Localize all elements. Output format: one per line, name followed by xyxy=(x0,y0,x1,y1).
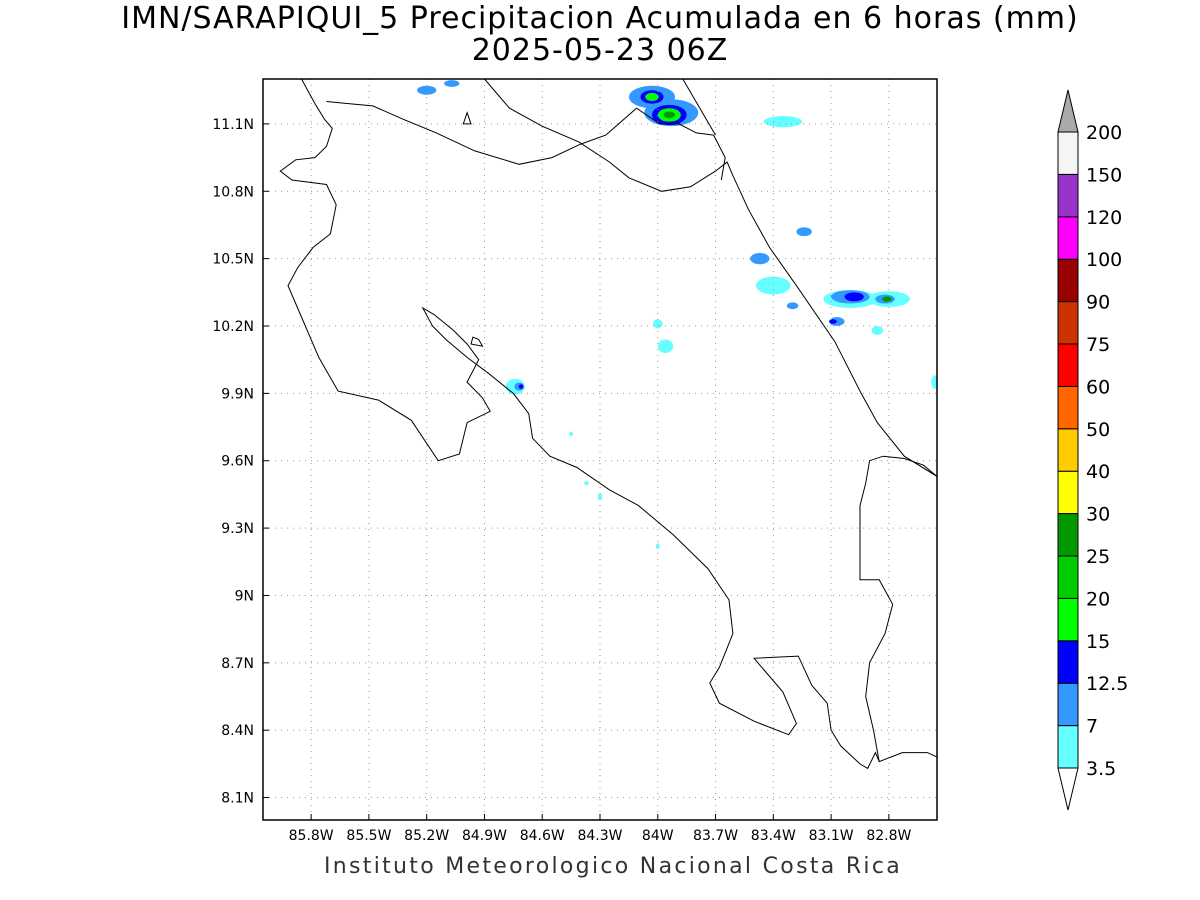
colorbar-level-label: 150 xyxy=(1086,164,1122,186)
lon-tick-label: 84.9W xyxy=(462,828,507,844)
colorbar-level-label: 40 xyxy=(1086,461,1110,483)
colorbar-level-label: 120 xyxy=(1086,207,1122,229)
colorbar-swatch xyxy=(1057,682,1079,727)
colorbar-level-label: 12.5 xyxy=(1086,673,1128,695)
colorbar-over-arrow xyxy=(1057,89,1079,133)
national-border xyxy=(682,79,716,136)
precip-cell xyxy=(882,296,892,302)
colorbar-swatch xyxy=(1057,216,1079,260)
colorbar-swatch xyxy=(1057,173,1079,218)
lon-tick-label: 84W xyxy=(642,828,674,844)
lat-tick-label: 10.5N xyxy=(212,252,254,268)
precip-cell xyxy=(597,493,603,501)
colorbar-level-label: 50 xyxy=(1086,419,1110,441)
island-outline xyxy=(470,336,484,347)
coastline xyxy=(713,134,726,181)
colorbar-level-label: 30 xyxy=(1086,504,1110,526)
colorbar-level-label: 90 xyxy=(1086,292,1110,314)
lon-tick-label: 82.8W xyxy=(866,828,911,844)
lat-tick-label: 8.4N xyxy=(221,723,254,739)
colorbar-swatch xyxy=(1057,513,1079,557)
latitude-tick-labels: 11.1N 10.8N 10.5N 10.2N 9.9N 9.6N 9.3N 9N 8.7N 8.… xyxy=(212,117,269,807)
colorbar-swatch xyxy=(1057,131,1079,175)
lat-tick-label: 9.6N xyxy=(221,454,254,470)
lon-tick-label: 85.5W xyxy=(346,828,391,844)
precip-cell xyxy=(786,302,799,310)
colorbar-swatch xyxy=(1057,343,1079,387)
colorbar-level-label: 60 xyxy=(1086,376,1110,398)
precip-cell xyxy=(663,111,676,119)
precip-cell xyxy=(655,543,660,549)
colorbar-swatch xyxy=(1057,470,1079,515)
colorbar-level-label: 200 xyxy=(1086,122,1122,144)
colorbar-swatch xyxy=(1057,301,1079,345)
precip-cell xyxy=(444,80,460,87)
precip-cell xyxy=(871,326,884,335)
lat-tick-label: 9.3N xyxy=(221,521,254,537)
lon-tick-label: 83.4W xyxy=(751,828,796,844)
colorbar-swatch xyxy=(1057,725,1079,769)
national-border xyxy=(859,455,937,762)
map-title: IMN/SARAPIQUI_5 Precipitacion Acumulada … xyxy=(121,1,1079,36)
precip-cell xyxy=(755,276,791,295)
colorbar-swatch xyxy=(1057,428,1079,472)
coastline xyxy=(279,79,937,770)
colorbar-swatch xyxy=(1057,555,1079,599)
lat-tick-label: 10.2N xyxy=(212,319,254,335)
coastlines xyxy=(279,79,937,770)
colorbar-swatch xyxy=(1057,640,1079,684)
colorbar-level-label: 7 xyxy=(1086,716,1098,738)
colorbar-level-label: 3.5 xyxy=(1086,758,1116,780)
colorbar-swatch xyxy=(1057,258,1079,303)
precip-cell xyxy=(518,384,524,389)
colorbar-level-label: 20 xyxy=(1086,588,1110,610)
precip-cell xyxy=(645,92,659,102)
longitude-tick-labels: 85.8W 85.5W 85.2W 84.9W 84.6W 84.3W 84W 83.7W 83… xyxy=(289,814,912,844)
lat-tick-label: 9.9N xyxy=(221,386,254,402)
precip-cell xyxy=(652,319,663,329)
colorbar-level-label: 25 xyxy=(1086,546,1110,568)
national-border xyxy=(326,101,714,165)
precip-cell xyxy=(584,480,589,486)
precip-cell xyxy=(763,116,803,128)
colorbar-level-label: 75 xyxy=(1086,334,1110,356)
colorbar: 3.5 7 12.5 15 20 25 30 40 50 60 75 90 100 120 150 200 xyxy=(1057,89,1128,811)
map-frame xyxy=(262,78,938,821)
lat-tick-label: 10.8N xyxy=(212,184,254,200)
colorbar-level-label: 100 xyxy=(1086,249,1122,271)
precip-cell xyxy=(829,319,837,324)
lon-tick-label: 85.8W xyxy=(289,828,334,844)
colorbar-swatch xyxy=(1057,385,1079,430)
colorbar-level-label: 15 xyxy=(1086,631,1110,653)
coastline xyxy=(484,79,937,477)
precip-cell xyxy=(750,253,770,265)
colorbar-under-arrow xyxy=(1057,767,1079,811)
lon-tick-label: 85.2W xyxy=(404,828,449,844)
institution-credit: Instituto Meteorologico Nacional Costa R… xyxy=(323,854,903,879)
lat-tick-label: 8.1N xyxy=(221,791,254,807)
colorbar-swatch xyxy=(1057,597,1079,642)
precip-cell xyxy=(569,431,574,437)
precip-cell xyxy=(796,227,812,237)
lat-tick-label: 11.1N xyxy=(212,117,254,133)
lon-tick-label: 84.6W xyxy=(520,828,565,844)
precip-cell xyxy=(657,339,674,353)
lon-tick-label: 83.7W xyxy=(693,828,738,844)
lon-tick-label: 83.1W xyxy=(809,828,854,844)
graticule xyxy=(263,79,937,820)
lon-tick-label: 84.3W xyxy=(577,828,622,844)
precipitation-layer xyxy=(417,80,937,549)
precip-cell xyxy=(844,292,864,302)
islet-outline xyxy=(462,111,472,125)
lat-tick-label: 8.7N xyxy=(221,656,254,672)
precip-cell xyxy=(417,85,437,95)
lat-tick-label: 9N xyxy=(235,588,254,604)
precip-cell xyxy=(931,375,937,389)
map-valid-time: 2025-05-23 06Z xyxy=(471,33,729,68)
